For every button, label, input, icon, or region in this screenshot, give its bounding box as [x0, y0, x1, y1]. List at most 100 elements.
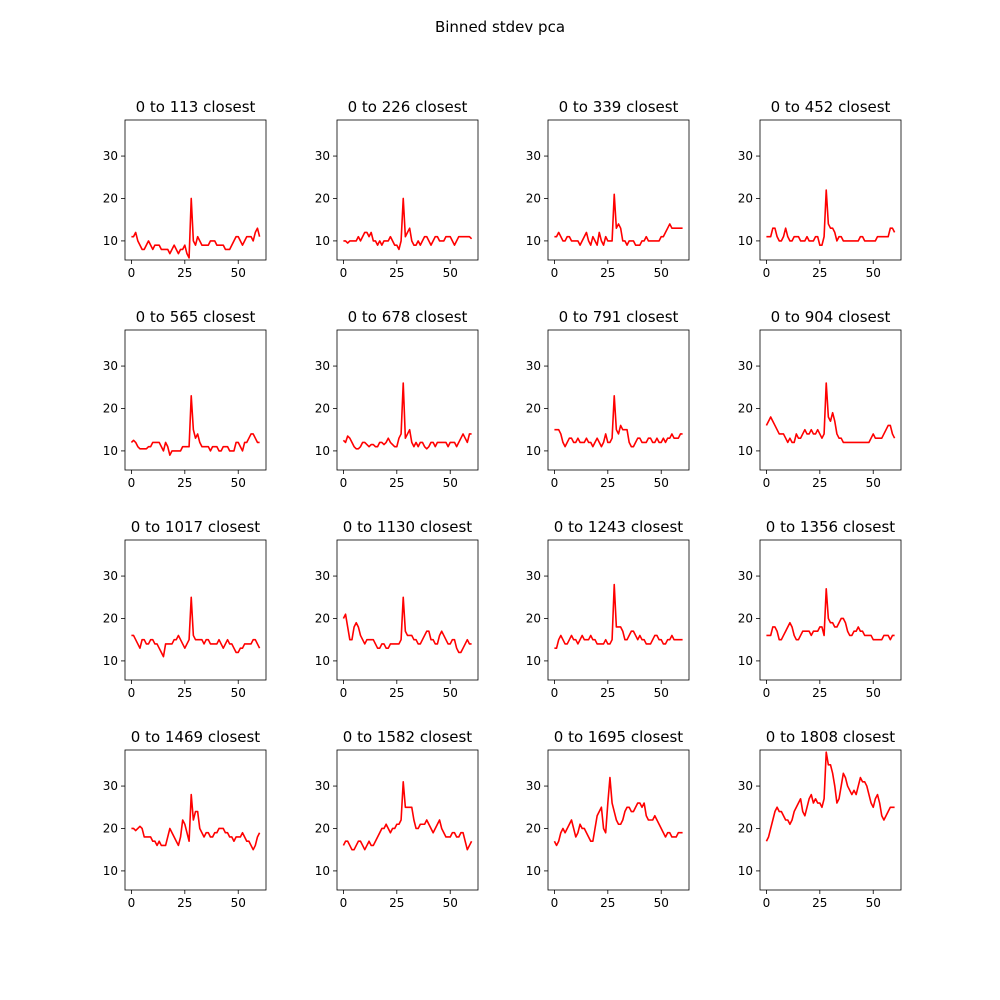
x-tick-label: 0	[128, 266, 136, 280]
series-line	[342, 596, 472, 654]
y-tick-label: 20	[738, 821, 753, 835]
x-tick-label: 25	[600, 266, 615, 280]
axes-frame	[336, 539, 479, 681]
x-tick-label: 25	[389, 686, 404, 700]
x-tick-label: 50	[443, 476, 458, 490]
x-tick-label: 0	[340, 266, 348, 280]
x-tick-label: 0	[551, 266, 559, 280]
x-tick-label: 50	[866, 266, 881, 280]
subplot-9: 0 to 1017 closest 0 25 50 10 20 30	[103, 518, 267, 700]
axes-frame	[124, 329, 267, 471]
y-tick-label: 30	[315, 779, 330, 793]
x-tick-label: 25	[177, 476, 192, 490]
x-tick-label: 25	[177, 896, 192, 910]
y-tick-label: 20	[526, 611, 541, 625]
y-tick-label: 20	[315, 821, 330, 835]
subplot-2: 0 to 226 closest 0 25 50 10 20 30	[315, 98, 479, 280]
subplot-title: 0 to 904 closest	[771, 308, 891, 326]
subplot-15: 0 to 1695 closest 0 25 50 10 20 30	[526, 728, 690, 910]
x-tick-label: 0	[128, 896, 136, 910]
y-tick-label: 30	[103, 779, 118, 793]
x-tick-label: 0	[551, 896, 559, 910]
y-tick-label: 30	[738, 149, 753, 163]
subplot-title: 0 to 226 closest	[348, 98, 468, 116]
y-tick-label: 10	[526, 654, 541, 668]
y-tick-label: 10	[315, 234, 330, 248]
axes-frame	[336, 749, 479, 891]
subplot-title: 0 to 565 closest	[136, 308, 256, 326]
y-tick-label: 20	[526, 191, 541, 205]
x-tick-label: 0	[763, 476, 771, 490]
series-line	[766, 189, 896, 246]
series-line	[130, 394, 260, 456]
x-tick-label: 25	[600, 476, 615, 490]
x-tick-label: 25	[812, 266, 827, 280]
x-tick-label: 50	[231, 686, 246, 700]
series-line	[131, 197, 261, 259]
series-line	[342, 382, 472, 450]
y-tick-label: 10	[315, 864, 330, 878]
y-tick-label: 20	[526, 401, 541, 415]
y-tick-label: 30	[526, 569, 541, 583]
x-tick-label: 0	[340, 686, 348, 700]
x-tick-label: 25	[389, 896, 404, 910]
y-tick-label: 20	[103, 191, 118, 205]
x-tick-label: 50	[654, 896, 669, 910]
x-tick-label: 50	[866, 476, 881, 490]
x-tick-label: 25	[812, 896, 827, 910]
y-tick-label: 10	[315, 444, 330, 458]
y-tick-label: 30	[526, 779, 541, 793]
axes-frame	[124, 119, 267, 261]
axes-frame	[336, 119, 479, 261]
subplot-title: 0 to 678 closest	[348, 308, 468, 326]
axes-frame	[759, 119, 902, 261]
y-tick-label: 10	[526, 864, 541, 878]
x-tick-label: 50	[443, 686, 458, 700]
subplot-1: 0 to 113 closest 0 25 50 10 20 30	[103, 98, 267, 280]
y-tick-label: 20	[315, 611, 330, 625]
x-tick-label: 25	[812, 686, 827, 700]
x-tick-label: 50	[231, 476, 246, 490]
y-tick-label: 30	[315, 569, 330, 583]
x-tick-label: 50	[231, 266, 246, 280]
subplot-title: 0 to 1582 closest	[343, 728, 473, 746]
x-tick-label: 25	[600, 686, 615, 700]
y-tick-label: 10	[526, 444, 541, 458]
x-tick-label: 0	[551, 686, 559, 700]
subplot-title: 0 to 452 closest	[771, 98, 891, 116]
axes-frame	[759, 749, 902, 891]
subplot-title: 0 to 1469 closest	[131, 728, 261, 746]
y-tick-label: 10	[103, 654, 118, 668]
y-tick-label: 20	[103, 611, 118, 625]
subplot-title: 0 to 1695 closest	[554, 728, 684, 746]
x-tick-label: 0	[340, 896, 348, 910]
x-tick-label: 50	[866, 686, 881, 700]
subplot-8: 0 to 904 closest 0 25 50 10 20 30	[738, 308, 902, 490]
x-tick-label: 0	[128, 686, 136, 700]
subplot-title: 0 to 1808 closest	[766, 728, 896, 746]
y-tick-label: 10	[738, 234, 753, 248]
subplot-4: 0 to 452 closest 0 25 50 10 20 30	[738, 98, 902, 280]
series-line	[554, 583, 683, 649]
subplot-7: 0 to 791 closest 0 25 50 10 20 30	[526, 308, 690, 490]
series-line	[554, 193, 683, 246]
series-line	[765, 751, 895, 842]
y-tick-label: 30	[738, 569, 753, 583]
x-tick-label: 0	[340, 476, 348, 490]
axes-frame	[124, 539, 267, 681]
y-tick-label: 20	[315, 401, 330, 415]
series-line	[131, 596, 261, 658]
x-tick-label: 50	[231, 896, 246, 910]
y-tick-label: 20	[738, 401, 753, 415]
subplot-title: 0 to 1243 closest	[554, 518, 684, 536]
axes-frame	[547, 539, 690, 681]
x-tick-label: 25	[177, 266, 192, 280]
x-tick-label: 25	[389, 476, 404, 490]
x-tick-label: 50	[866, 896, 881, 910]
subplot-3: 0 to 339 closest 0 25 50 10 20 30	[526, 98, 690, 280]
x-tick-label: 0	[763, 266, 771, 280]
subplot-13: 0 to 1469 closest 0 25 50 10 20 30	[103, 728, 267, 910]
y-tick-label: 10	[738, 654, 753, 668]
